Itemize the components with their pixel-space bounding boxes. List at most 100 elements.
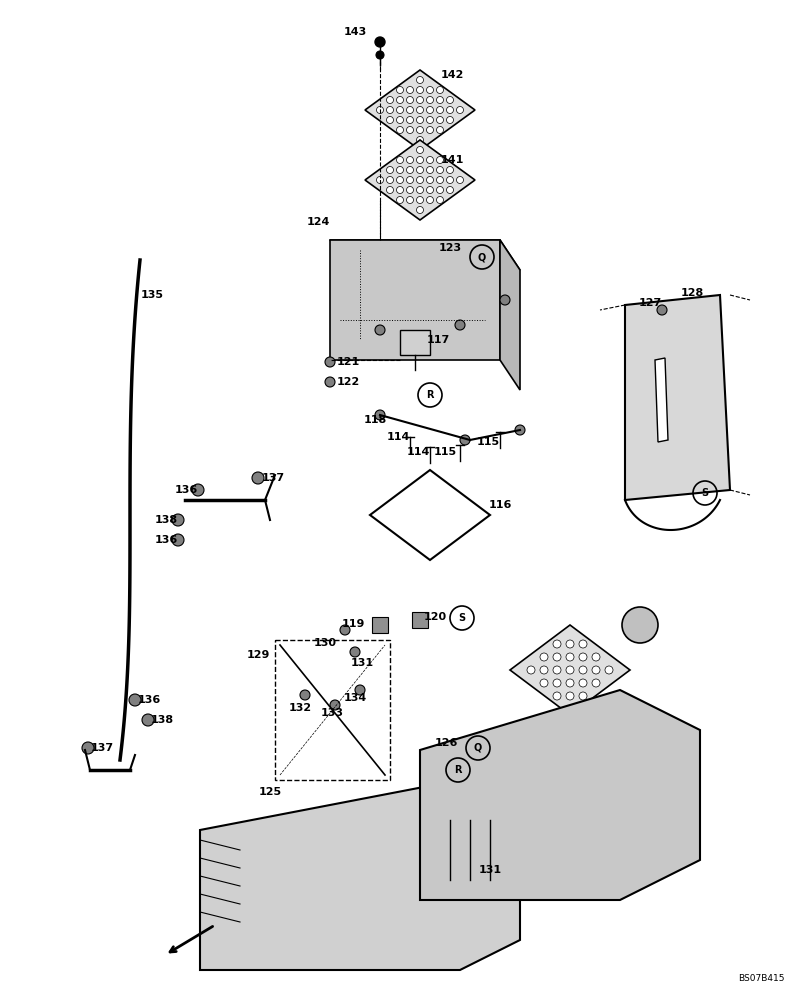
Circle shape — [397, 156, 403, 163]
Circle shape — [397, 196, 403, 204]
Polygon shape — [330, 240, 520, 270]
Polygon shape — [420, 690, 700, 900]
Text: 117: 117 — [427, 335, 449, 345]
Text: 121: 121 — [336, 357, 360, 367]
Circle shape — [457, 106, 464, 113]
Circle shape — [427, 97, 434, 104]
Circle shape — [129, 694, 141, 706]
Circle shape — [553, 692, 561, 700]
Circle shape — [566, 679, 574, 687]
Circle shape — [427, 196, 434, 204]
Text: 119: 119 — [341, 619, 364, 629]
Text: 123: 123 — [439, 243, 461, 253]
Circle shape — [427, 106, 434, 113]
Circle shape — [406, 166, 414, 174]
Text: Q: Q — [473, 743, 482, 753]
Circle shape — [605, 666, 613, 674]
Circle shape — [397, 186, 403, 194]
Circle shape — [457, 176, 464, 184]
Circle shape — [566, 666, 574, 674]
Circle shape — [172, 514, 184, 526]
Circle shape — [447, 176, 453, 184]
Circle shape — [377, 176, 384, 184]
Text: 115: 115 — [433, 447, 457, 457]
Text: 142: 142 — [440, 70, 464, 80]
Circle shape — [657, 305, 667, 315]
Text: 131: 131 — [351, 658, 373, 668]
Circle shape — [427, 176, 434, 184]
Circle shape — [500, 295, 510, 305]
Circle shape — [82, 742, 94, 754]
Text: 132: 132 — [288, 703, 312, 713]
Polygon shape — [365, 140, 475, 220]
Circle shape — [553, 679, 561, 687]
Text: S: S — [458, 613, 465, 623]
Text: 116: 116 — [488, 500, 511, 510]
Bar — [400, 330, 430, 355]
Text: 136: 136 — [175, 485, 198, 495]
Polygon shape — [625, 295, 730, 500]
Circle shape — [406, 196, 414, 204]
Text: 126: 126 — [435, 738, 457, 748]
Circle shape — [436, 87, 444, 94]
Text: Q: Q — [478, 252, 486, 262]
Circle shape — [252, 472, 264, 484]
Circle shape — [397, 166, 403, 174]
Circle shape — [386, 106, 393, 113]
Circle shape — [330, 700, 340, 710]
Text: 133: 133 — [321, 708, 343, 718]
Circle shape — [325, 377, 335, 387]
Text: 135: 135 — [141, 290, 163, 300]
Circle shape — [427, 156, 434, 163]
Circle shape — [427, 166, 434, 174]
Circle shape — [436, 186, 444, 194]
Circle shape — [579, 679, 587, 687]
Circle shape — [427, 126, 434, 133]
Circle shape — [436, 196, 444, 204]
Circle shape — [406, 97, 414, 104]
Circle shape — [386, 116, 393, 123]
Circle shape — [377, 106, 384, 113]
Circle shape — [447, 116, 453, 123]
Text: 137: 137 — [262, 473, 284, 483]
Circle shape — [386, 97, 393, 104]
Circle shape — [375, 37, 385, 47]
Polygon shape — [655, 358, 668, 442]
Bar — [412, 612, 428, 628]
Text: 114: 114 — [386, 432, 410, 442]
Text: S: S — [701, 488, 709, 498]
Circle shape — [447, 97, 453, 104]
Text: 137: 137 — [90, 743, 114, 753]
Circle shape — [427, 116, 434, 123]
Text: 131: 131 — [478, 865, 502, 875]
Circle shape — [340, 625, 350, 635]
Circle shape — [386, 176, 393, 184]
Text: 115: 115 — [477, 437, 499, 447]
Circle shape — [406, 156, 414, 163]
Circle shape — [416, 176, 423, 184]
Circle shape — [416, 207, 423, 214]
Text: 129: 129 — [246, 650, 270, 660]
Circle shape — [579, 640, 587, 648]
Text: 143: 143 — [343, 27, 367, 37]
Circle shape — [553, 666, 561, 674]
Circle shape — [386, 186, 393, 194]
Circle shape — [592, 653, 600, 661]
Text: 141: 141 — [440, 155, 464, 165]
Circle shape — [540, 666, 548, 674]
Text: 120: 120 — [423, 612, 447, 622]
Circle shape — [436, 166, 444, 174]
Circle shape — [427, 186, 434, 194]
Circle shape — [436, 156, 444, 163]
Circle shape — [540, 653, 548, 661]
Text: 136: 136 — [154, 535, 178, 545]
Circle shape — [397, 126, 403, 133]
Text: 118: 118 — [364, 415, 386, 425]
Circle shape — [350, 647, 360, 657]
Circle shape — [566, 692, 574, 700]
Text: 127: 127 — [638, 298, 662, 308]
Circle shape — [579, 666, 587, 674]
Text: 122: 122 — [336, 377, 360, 387]
Circle shape — [455, 320, 465, 330]
Circle shape — [592, 666, 600, 674]
